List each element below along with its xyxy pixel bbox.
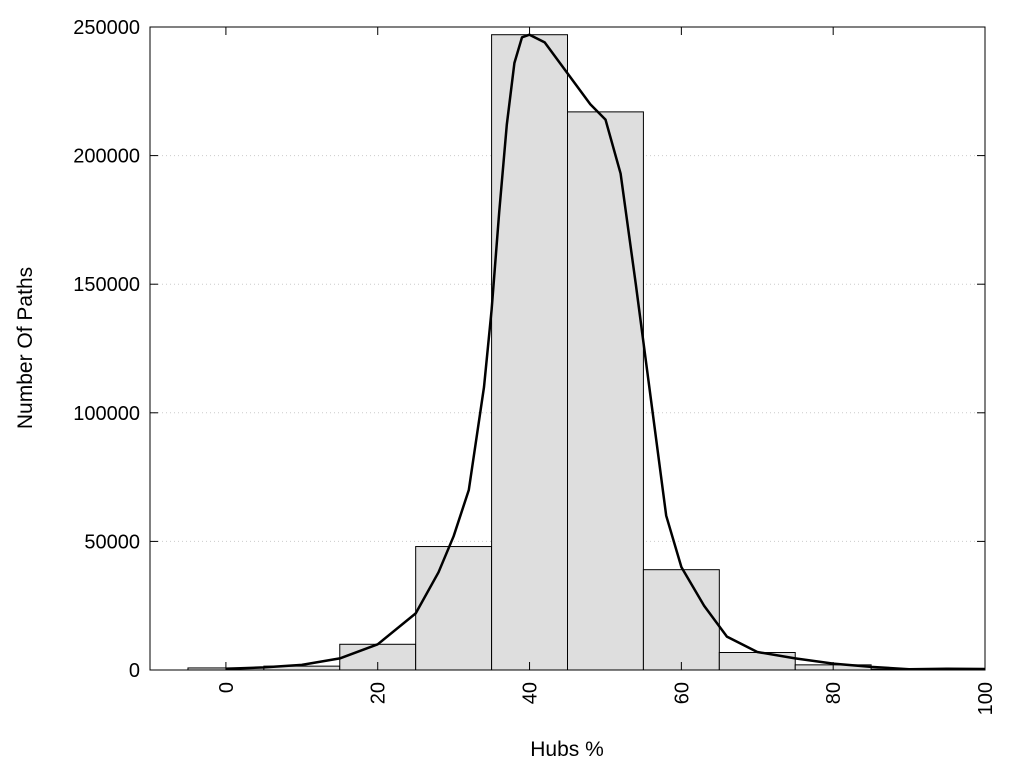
x-axis: 0 20 40 60 80 100 bbox=[216, 27, 997, 715]
y-tick-label: 200000 bbox=[73, 146, 140, 168]
y-tick-label: 250000 bbox=[73, 17, 140, 39]
histogram-bar-5 bbox=[567, 111, 644, 671]
x-tick-label: 20 bbox=[368, 682, 390, 704]
histogram-bar-7 bbox=[718, 652, 796, 671]
x-axis-title: Hubs % bbox=[530, 738, 604, 761]
histogram-bar-4 bbox=[491, 34, 568, 671]
plot-frame bbox=[149, 26, 986, 671]
bars-layer bbox=[187, 34, 948, 671]
x-tick-label: 80 bbox=[823, 682, 845, 704]
y-tick-label: 150000 bbox=[73, 274, 140, 296]
x-tick-label: 60 bbox=[671, 682, 693, 704]
x-tick-label: 0 bbox=[216, 682, 238, 693]
y-tick-label: 100000 bbox=[73, 403, 140, 425]
y-tick-label: 0 bbox=[129, 660, 140, 682]
fit-curve bbox=[225, 33, 986, 671]
x-tick-label: 40 bbox=[520, 682, 542, 704]
histogram-bar-6 bbox=[642, 569, 720, 671]
curve-layer bbox=[225, 33, 986, 671]
y-tick-label: 50000 bbox=[84, 531, 140, 553]
y-axis: 0 50000 100000 150000 200000 250000 bbox=[73, 17, 985, 682]
y-axis-title: Number Of Paths bbox=[14, 267, 37, 429]
histogram-bar-3 bbox=[415, 546, 493, 671]
x-tick-label: 100 bbox=[975, 682, 997, 715]
